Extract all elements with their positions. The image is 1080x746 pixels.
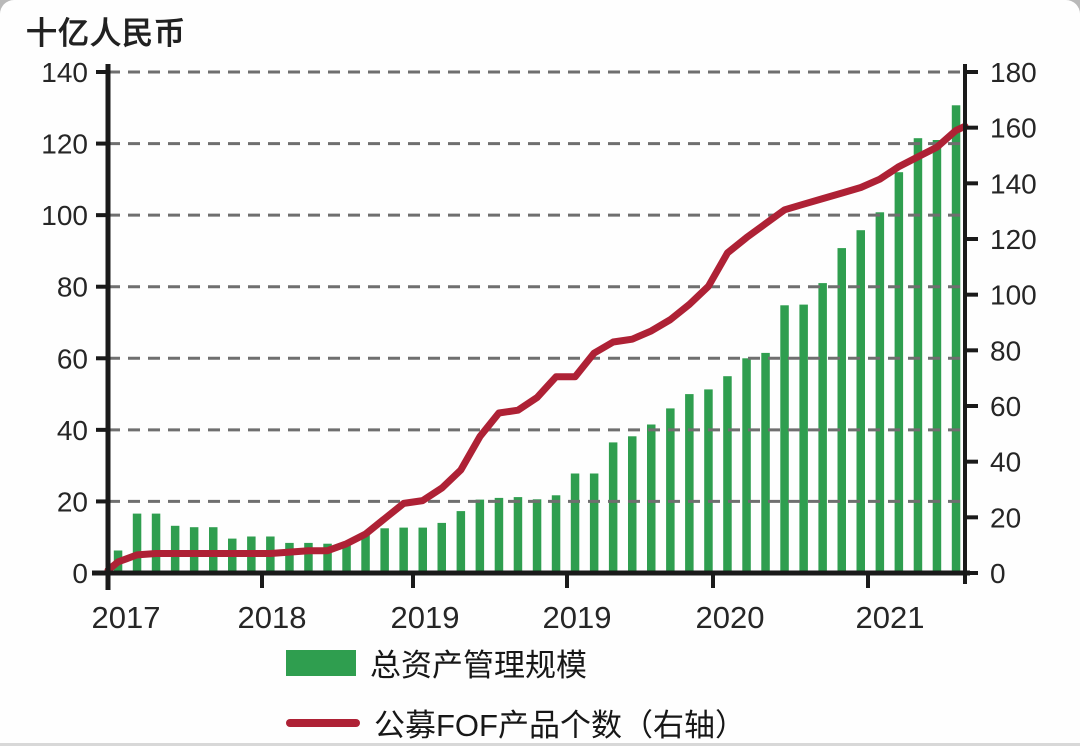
left-axis-tick-label: 100	[41, 200, 88, 231]
legend-bar-swatch	[286, 649, 356, 676]
x-axis-tick-label: 2019	[391, 600, 460, 635]
bar	[132, 513, 142, 573]
legend: 总资产管理规模 公募FOF产品个数（右轴）	[286, 640, 746, 745]
right-axis-tick-label: 180	[990, 57, 1037, 88]
screenshot-bottom-edge	[0, 743, 1080, 746]
bar	[151, 513, 161, 573]
right-axis-tick-label: 120	[990, 224, 1037, 255]
bar	[742, 358, 751, 573]
x-axis-tick-label: 2019	[543, 600, 612, 635]
bar	[589, 473, 599, 573]
bar	[666, 408, 675, 573]
legend-item-fof-count: 公募FOF产品个数（右轴）	[286, 700, 746, 745]
bar	[380, 528, 389, 573]
bar	[399, 527, 408, 573]
bar	[361, 533, 370, 573]
bar	[837, 248, 846, 573]
right-axis-tick-label: 40	[990, 447, 1021, 478]
bar	[799, 304, 808, 573]
bar	[513, 497, 523, 573]
bar	[285, 542, 294, 573]
legend-label-fof-count: 公募FOF产品个数（右轴）	[374, 708, 746, 743]
bar	[475, 499, 485, 573]
bar	[647, 424, 656, 573]
right-axis-tick-label: 140	[990, 168, 1037, 199]
left-axis-tick-label: 20	[57, 486, 88, 517]
combo-chart: 0 20 40 60 80 100 120 140 0 20 40 60 80 100 120 140 160 1…	[41, 57, 1037, 635]
bar	[723, 376, 732, 573]
left-axis-tick-label: 140	[41, 57, 88, 88]
bar	[818, 283, 827, 573]
right-axis-tick-label: 60	[990, 391, 1021, 422]
left-axis-tick-label: 80	[57, 272, 88, 303]
right-axis-tick-label: 0	[990, 558, 1006, 589]
x-axis-tick-label: 2017	[92, 600, 161, 635]
legend-item-aum: 总资产管理规模	[286, 640, 746, 685]
x-axis-tick-label: 2018	[238, 600, 307, 635]
bar	[456, 511, 466, 573]
bar	[437, 522, 446, 573]
bar	[532, 499, 542, 573]
bar	[323, 543, 332, 573]
bar	[608, 442, 618, 573]
bar	[685, 394, 694, 573]
right-axis-tick-label: 100	[990, 280, 1037, 311]
bar	[875, 212, 885, 574]
bar	[304, 542, 313, 573]
bar	[494, 497, 504, 573]
x-axis-tick-label: 2020	[696, 600, 765, 635]
bar	[170, 525, 180, 573]
bar	[704, 389, 713, 573]
left-axis-tick-label: 0	[72, 558, 88, 589]
bar	[856, 230, 865, 573]
bar	[551, 495, 561, 573]
fof-count-line	[104, 122, 969, 574]
left-axis-tick-label: 60	[57, 343, 88, 374]
right-axis-tick-label: 20	[990, 502, 1021, 533]
bar	[913, 138, 923, 573]
bar	[418, 527, 427, 573]
bar	[628, 436, 637, 573]
right-axis-tick-label: 80	[990, 335, 1021, 366]
left-axis-tick-label: 40	[57, 415, 88, 446]
bar	[932, 140, 942, 573]
bar	[570, 473, 580, 573]
legend-line-swatch	[286, 718, 360, 727]
left-axis-tick-label: 120	[41, 129, 88, 160]
x-axis-tick-label: 2021	[856, 600, 925, 635]
y-axis-unit-label: 十亿人民币	[26, 16, 186, 51]
bar	[780, 305, 789, 573]
bar	[894, 172, 904, 573]
bar	[342, 541, 351, 573]
right-axis-tick-label: 160	[990, 113, 1037, 144]
bar	[761, 352, 770, 573]
bar	[951, 105, 961, 574]
legend-label-aum: 总资产管理规模	[370, 648, 587, 683]
